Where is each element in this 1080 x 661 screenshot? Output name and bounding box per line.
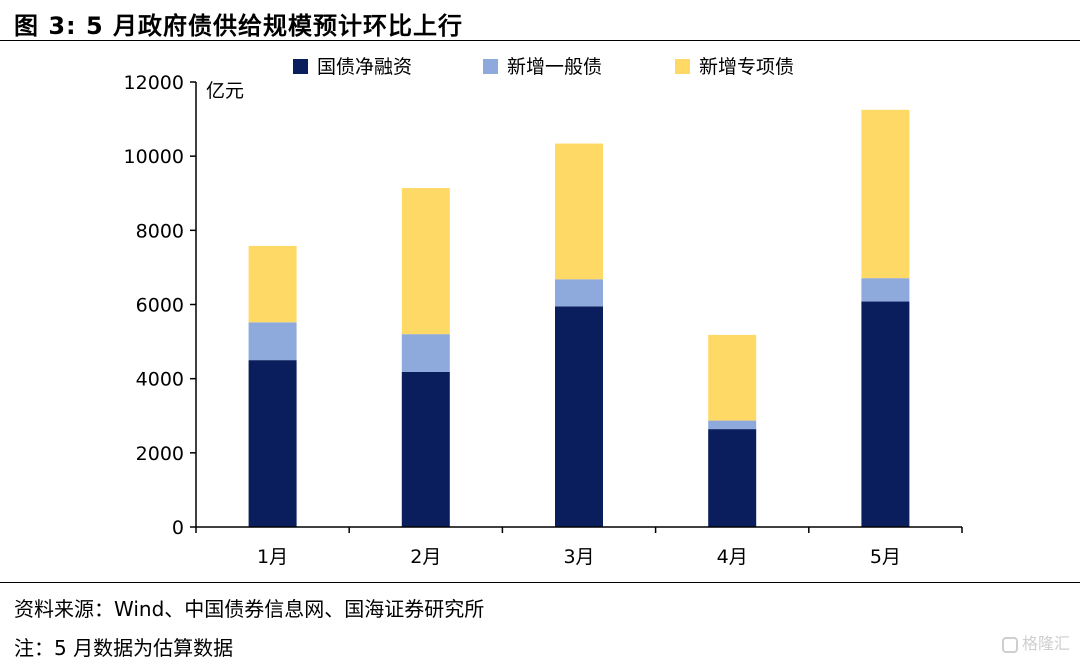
bar-1-series-2 bbox=[401, 188, 450, 335]
x-tick-label-0: 1月 bbox=[257, 546, 288, 568]
legend-swatch-1 bbox=[483, 59, 498, 74]
bar-4-series-2 bbox=[861, 109, 910, 279]
watermark: 格隆汇 bbox=[1001, 630, 1070, 654]
bar-2-series-2 bbox=[555, 143, 603, 280]
legend-label-1: 新增一般债 bbox=[507, 56, 602, 78]
footnote: 注：5 月数据为估算数据 bbox=[14, 636, 234, 660]
bottom-rule bbox=[0, 582, 1080, 583]
y-axis-unit-label: 亿元 bbox=[206, 80, 244, 102]
bar-0-series-1 bbox=[248, 322, 297, 361]
y-tick-label-5: 10000 bbox=[124, 146, 184, 168]
watermark-logo-icon bbox=[1001, 636, 1018, 653]
legend-swatch-2 bbox=[675, 59, 690, 74]
legend: 国债净融资 新增一般债 新增专项债 bbox=[293, 56, 794, 78]
bar-3-series-2 bbox=[708, 334, 757, 421]
bar-1-series-1 bbox=[401, 334, 450, 372]
bar-4-series-1 bbox=[861, 278, 910, 302]
x-tick-label-4: 5月 bbox=[870, 546, 901, 568]
legend-label-0: 国债净融资 bbox=[317, 56, 412, 78]
y-tick-label-1: 2000 bbox=[136, 443, 184, 465]
x-tick-label-1: 2月 bbox=[410, 546, 441, 568]
bar-1-series-0 bbox=[401, 371, 450, 527]
y-tick-label-2: 4000 bbox=[136, 369, 184, 391]
x-tick-label-3: 4月 bbox=[717, 546, 748, 568]
axes: 0 2000 4000 6000 8000 10000 12000 1月 2月 3月 4月 5月 亿元 bbox=[124, 72, 963, 568]
bar-3-series-1 bbox=[708, 420, 757, 430]
source-note: 资料来源：Wind、中国债券信息网、国海证券研究所 bbox=[14, 597, 485, 621]
y-tick-label-0: 0 bbox=[172, 517, 184, 539]
legend-swatch-0 bbox=[293, 59, 308, 74]
bar-2-series-1 bbox=[555, 279, 603, 307]
bar-4-series-0 bbox=[861, 301, 910, 527]
bar-0-series-2 bbox=[248, 245, 297, 323]
bar-2-series-0 bbox=[555, 306, 603, 527]
bars bbox=[248, 109, 910, 527]
top-rule bbox=[0, 40, 1080, 41]
legend-label-2: 新增专项债 bbox=[699, 56, 794, 78]
y-tick-label-4: 8000 bbox=[136, 220, 184, 242]
x-tick-label-2: 3月 bbox=[563, 546, 594, 568]
stacked-bar-chart: 国债净融资 新增一般债 新增专项债 0 2000 4000 6000 8000 10000 12… bbox=[124, 56, 963, 568]
bar-0-series-0 bbox=[248, 360, 297, 527]
bar-3-series-0 bbox=[708, 429, 757, 527]
chart-title: 图 3: 5 月政府债供给规模预计环比上行 bbox=[14, 12, 464, 40]
y-tick-label-3: 6000 bbox=[136, 295, 184, 317]
y-tick-label-6: 12000 bbox=[124, 72, 184, 94]
watermark-text: 格隆汇 bbox=[1021, 634, 1070, 653]
